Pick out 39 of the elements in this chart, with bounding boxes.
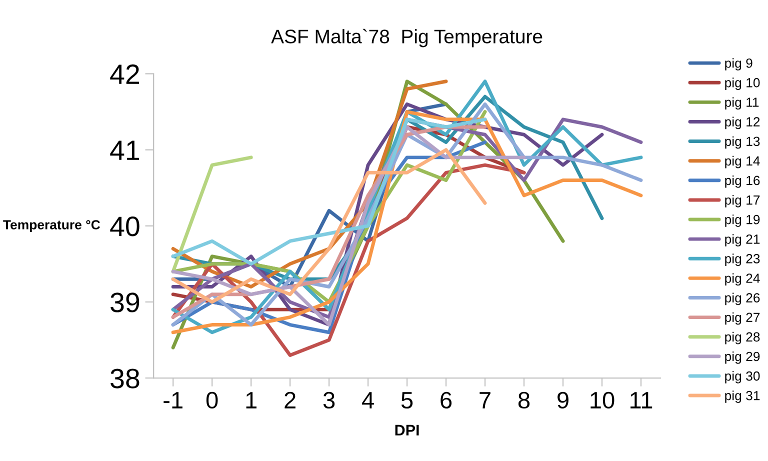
legend-label: pig 28 [725, 332, 760, 344]
y-axis-title: Temperature °C [3, 220, 100, 232]
y-tick-label: 40 [110, 216, 140, 236]
legend-label: pig 23 [725, 254, 760, 266]
legend-label: pig 30 [725, 371, 760, 384]
x-axis-title: DPI [395, 424, 419, 436]
y-tick-label: 38 [110, 368, 140, 388]
x-tick-label: 10 [590, 392, 614, 409]
y-tick-label: 41 [110, 140, 140, 160]
x-tick-label: 2 [284, 392, 296, 408]
legend-label: pig 13 [725, 136, 760, 149]
x-tick-label: 8 [518, 392, 530, 409]
y-tick-label: 42 [110, 64, 140, 84]
x-tick-label: 3 [323, 392, 335, 409]
x-tick-label: 5 [401, 392, 413, 409]
x-tick-label: 0 [206, 392, 218, 409]
legend-label: pig 11 [725, 97, 759, 110]
x-tick-label: 6 [440, 392, 452, 409]
legend-label: pig 16 [725, 175, 760, 188]
legend-label: pig 10 [725, 78, 760, 90]
legend-label: pig 31 [725, 390, 760, 403]
y-tick-label: 39 [110, 292, 140, 312]
legend-label: pig 27 [725, 312, 760, 325]
legend-label: pig 24 [725, 273, 760, 286]
legend-label: pig 17 [725, 195, 760, 208]
legend-label: pig 9 [725, 58, 752, 70]
x-tick-label: 7 [480, 392, 490, 408]
legend-label: pig 21 [725, 234, 760, 246]
x-tick-label: 1 [246, 392, 256, 408]
legend-label: pig 29 [725, 351, 760, 364]
x-tick-label: 9 [558, 392, 568, 409]
legend-label: pig 12 [725, 116, 760, 130]
chart-title: ASF Malta`78 Pig Temperature [271, 28, 542, 48]
legend-label: pig 26 [725, 292, 760, 306]
x-tick-label: 11 [630, 392, 652, 408]
x-tick-label: 4 [362, 392, 374, 408]
legend-label: pig 19 [725, 214, 760, 227]
x-tick-label: -1 [164, 392, 182, 408]
legend-label: pig 14 [725, 156, 760, 168]
